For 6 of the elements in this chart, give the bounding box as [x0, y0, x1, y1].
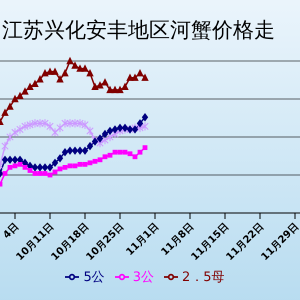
legend-label: 5公 [83, 270, 105, 285]
chart-title: 江苏兴化安丰地区河蟹价格走 [2, 17, 275, 44]
legend-label: 2．5母 [182, 270, 225, 285]
legend-label: 3公 [132, 270, 154, 285]
x-tick-label: 4日 [1, 221, 22, 242]
x-tick-label: 11月1日 [124, 221, 162, 258]
